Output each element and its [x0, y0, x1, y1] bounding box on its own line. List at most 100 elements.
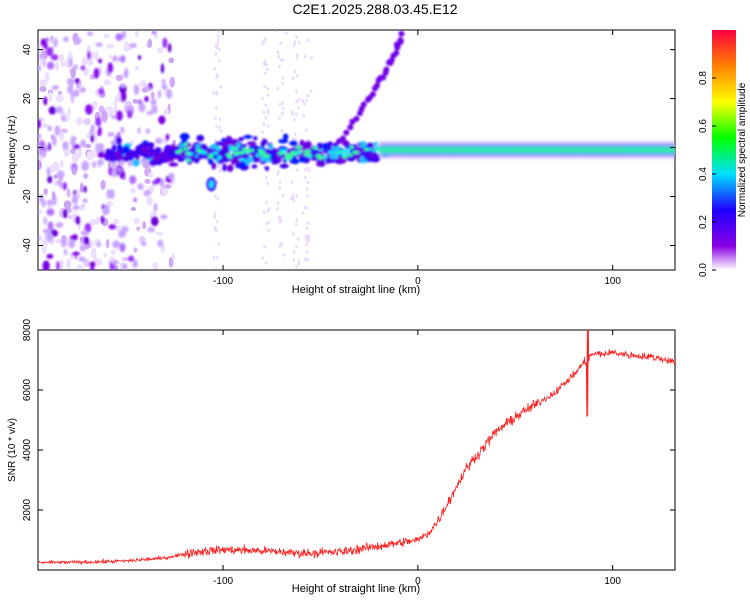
noise-speckle [153, 202, 158, 212]
snr-y-tick-label: 4000 [22, 438, 33, 461]
noise-speckle [147, 226, 155, 233]
faint-speckle [294, 112, 298, 117]
band-core [286, 155, 293, 159]
noise-speckle [130, 206, 137, 212]
noise-speckle [65, 258, 72, 269]
spectrogram-y-tick-label: 40 [22, 44, 33, 56]
band-blob [208, 159, 214, 165]
noise-speckle [93, 256, 98, 263]
noise-speckle [112, 218, 119, 225]
faint-speckle [263, 84, 266, 89]
noise-speckle [162, 37, 168, 49]
noise-speckle [87, 153, 93, 161]
noise-speckle [151, 104, 158, 114]
faint-speckle [295, 194, 298, 198]
faint-speckle [276, 86, 279, 91]
faint-speckle [297, 97, 301, 102]
faint-speckle [292, 250, 296, 254]
noise-speckle [157, 239, 164, 248]
noise-speckle [101, 109, 108, 116]
noise-speckle [42, 260, 50, 270]
faint-speckle [306, 250, 309, 255]
faint-speckle [301, 99, 305, 103]
noise-speckle [63, 200, 72, 209]
colorbar-label: Normalized spectral amplitude [737, 82, 748, 217]
branch-blob [393, 50, 400, 57]
noise-speckle [81, 160, 89, 172]
faint-speckle [264, 175, 268, 180]
band-blob [299, 139, 305, 147]
faint-speckle [302, 102, 306, 106]
faint-speckle [265, 62, 268, 67]
noise-speckle [72, 166, 76, 175]
noise-speckle [68, 57, 73, 68]
faint-speckle [303, 54, 307, 59]
noise-speckle [93, 67, 100, 79]
faint-speckle [277, 54, 281, 59]
faint-speckle [216, 162, 220, 167]
noise-speckle [158, 115, 166, 125]
faint-speckle [267, 220, 271, 224]
outlier-core [208, 180, 214, 189]
noise-speckle [53, 37, 58, 48]
band-blob [159, 158, 166, 163]
noise-speckle [115, 74, 123, 82]
noise-speckle [94, 258, 102, 267]
faint-speckle [307, 221, 310, 225]
faint-speckle [295, 73, 299, 78]
band-blob [111, 144, 117, 152]
faint-speckle [215, 90, 218, 95]
noise-speckle [141, 241, 147, 247]
noise-speckle [46, 208, 55, 216]
noise-speckle [62, 181, 68, 191]
noise-speckle [90, 218, 97, 226]
noise-speckle [43, 96, 48, 106]
noise-speckle [85, 149, 93, 158]
noise-speckle [127, 109, 133, 119]
noise-speckle [155, 231, 164, 236]
noise-speckle [90, 124, 96, 132]
faint-speckle [266, 67, 269, 72]
faint-speckle [261, 130, 264, 134]
branch-blob [369, 91, 376, 98]
noise-speckle [88, 149, 96, 159]
noise-speckle [43, 188, 48, 195]
faint-speckle [280, 241, 283, 246]
noise-speckle [48, 106, 57, 115]
faint-speckle [293, 40, 297, 45]
noise-speckle [100, 215, 105, 224]
noise-speckle [79, 206, 85, 211]
noise-speckle [168, 172, 175, 180]
noise-speckle [111, 115, 118, 120]
branch-blob [347, 124, 354, 131]
noise-speckle [79, 244, 87, 252]
faint-speckle [261, 41, 264, 46]
noise-speckle [46, 199, 53, 206]
noise-speckle [42, 58, 47, 68]
faint-speckle [292, 258, 296, 262]
faint-speckle [297, 40, 301, 45]
faint-speckle [262, 110, 266, 115]
band-blob [282, 133, 289, 141]
band-core [207, 155, 214, 159]
band-blob [135, 155, 140, 161]
faint-speckle [295, 55, 299, 60]
faint-speckle [213, 66, 217, 71]
faint-speckle [280, 112, 284, 116]
noise-speckle [74, 37, 82, 44]
branch-blob [383, 66, 390, 73]
faint-speckle [281, 101, 285, 105]
band-blob [359, 141, 367, 149]
noise-speckle [134, 65, 140, 71]
noise-speckle [106, 200, 114, 207]
band-blob [191, 157, 201, 162]
faint-speckle [266, 124, 270, 128]
band-core [336, 151, 343, 155]
noise-speckle [42, 41, 48, 50]
noise-speckle [94, 90, 99, 96]
spectrogram-x-tick-label: -100 [213, 276, 233, 287]
faint-speckle [215, 124, 218, 129]
noise-speckle [150, 98, 157, 106]
noise-speckle [147, 38, 153, 49]
spectrogram-panel: -100 0 100 -40 -20 0 20 40 Height of straight l… [7, 29, 676, 296]
